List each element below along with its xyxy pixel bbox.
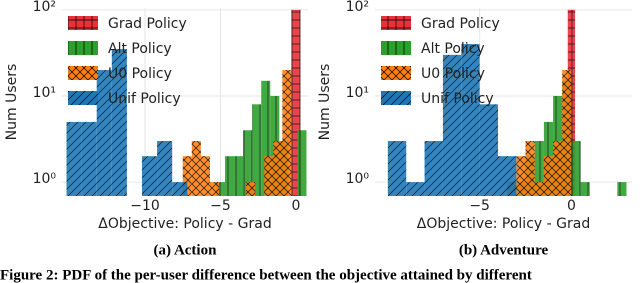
histogram-bar bbox=[66, 121, 82, 196]
x-tick-label: −5 bbox=[210, 198, 231, 214]
legend-label: Unif Policy bbox=[108, 91, 181, 107]
histogram-bar bbox=[479, 104, 498, 196]
legend-label: U0 Policy bbox=[421, 66, 485, 82]
y-tick-label: 10⁰ bbox=[346, 171, 370, 187]
histogram-bar bbox=[406, 182, 425, 196]
subplot-title: (b) Adventure bbox=[459, 242, 549, 258]
histogram-bar bbox=[172, 182, 188, 196]
histogram-bar bbox=[282, 70, 292, 196]
x-axis-label: ΔObjective: Policy - Grad bbox=[417, 216, 590, 232]
histogram-bar bbox=[297, 130, 307, 196]
legend-swatch bbox=[68, 91, 98, 105]
histogram-bar bbox=[553, 141, 563, 196]
histogram-bar bbox=[571, 141, 581, 196]
histogram-bar bbox=[543, 156, 554, 196]
histogram-bar bbox=[141, 156, 158, 196]
histogram-bar bbox=[243, 130, 253, 196]
histogram-bar bbox=[525, 141, 535, 196]
histogram-bar bbox=[534, 141, 544, 196]
histogram-bar bbox=[291, 9, 301, 196]
legend-label: Grad Policy bbox=[108, 16, 187, 32]
y-axis-label: Num Users bbox=[4, 64, 20, 141]
legend-swatch bbox=[68, 66, 98, 80]
histogram-bar bbox=[252, 104, 262, 196]
histogram-bar bbox=[200, 156, 210, 196]
histogram-bar bbox=[424, 141, 443, 196]
legend-swatch bbox=[381, 91, 411, 105]
x-tick-label: 0 bbox=[291, 198, 300, 214]
legend-label: U0 Policy bbox=[108, 66, 172, 82]
legend-swatch bbox=[381, 41, 411, 55]
histogram-bar bbox=[182, 156, 192, 196]
histogram-bar bbox=[534, 182, 544, 196]
x-axis-label: ΔObjective: Policy - Grad bbox=[98, 216, 271, 232]
legend-swatch bbox=[381, 16, 411, 30]
histogram-bar bbox=[81, 121, 97, 196]
histogram-bar bbox=[497, 156, 517, 196]
y-tick-label: 10¹ bbox=[33, 85, 56, 101]
legend-label: Unif Policy bbox=[421, 91, 494, 107]
x-tick-label: −10 bbox=[130, 198, 160, 214]
histogram-bar bbox=[387, 141, 407, 196]
histogram-bar bbox=[157, 141, 173, 196]
histogram-bar bbox=[442, 54, 462, 196]
histogram-bar bbox=[246, 182, 256, 196]
legend-label: Grad Policy bbox=[421, 16, 500, 32]
y-tick-label: 10² bbox=[33, 0, 56, 15]
x-tick-label: −5 bbox=[469, 198, 490, 214]
histogram-bar bbox=[264, 156, 274, 196]
histogram-bar bbox=[215, 182, 225, 196]
histogram-bar bbox=[111, 49, 127, 197]
histogram-bar bbox=[516, 156, 526, 196]
histogram-bar bbox=[461, 44, 480, 196]
legend-swatch bbox=[68, 41, 98, 55]
subplot-title: (a) Action bbox=[154, 242, 218, 258]
histogram-bar bbox=[96, 70, 112, 196]
histogram-bar bbox=[562, 70, 572, 196]
y-axis-label: Num Users bbox=[317, 64, 333, 141]
legend-swatch bbox=[381, 66, 411, 80]
legend-swatch bbox=[68, 16, 98, 30]
histogram-bar bbox=[580, 182, 590, 196]
legend-label: Alt Policy bbox=[108, 41, 172, 57]
histogram-bar bbox=[224, 156, 235, 196]
histogram-bar bbox=[209, 182, 219, 196]
legend-label: Alt Policy bbox=[421, 41, 485, 57]
x-tick-label: 0 bbox=[567, 198, 576, 214]
histogram-bar bbox=[261, 80, 271, 196]
histogram-bar bbox=[273, 141, 283, 196]
y-tick-label: 10¹ bbox=[346, 85, 369, 101]
histogram-bar bbox=[234, 156, 244, 196]
y-tick-label: 10² bbox=[346, 0, 369, 15]
figure-caption: Figure 2: PDF of the per-user difference… bbox=[0, 267, 532, 283]
y-tick-label: 10⁰ bbox=[33, 171, 57, 187]
histogram-bar bbox=[617, 182, 627, 196]
histogram-bar bbox=[191, 141, 201, 196]
